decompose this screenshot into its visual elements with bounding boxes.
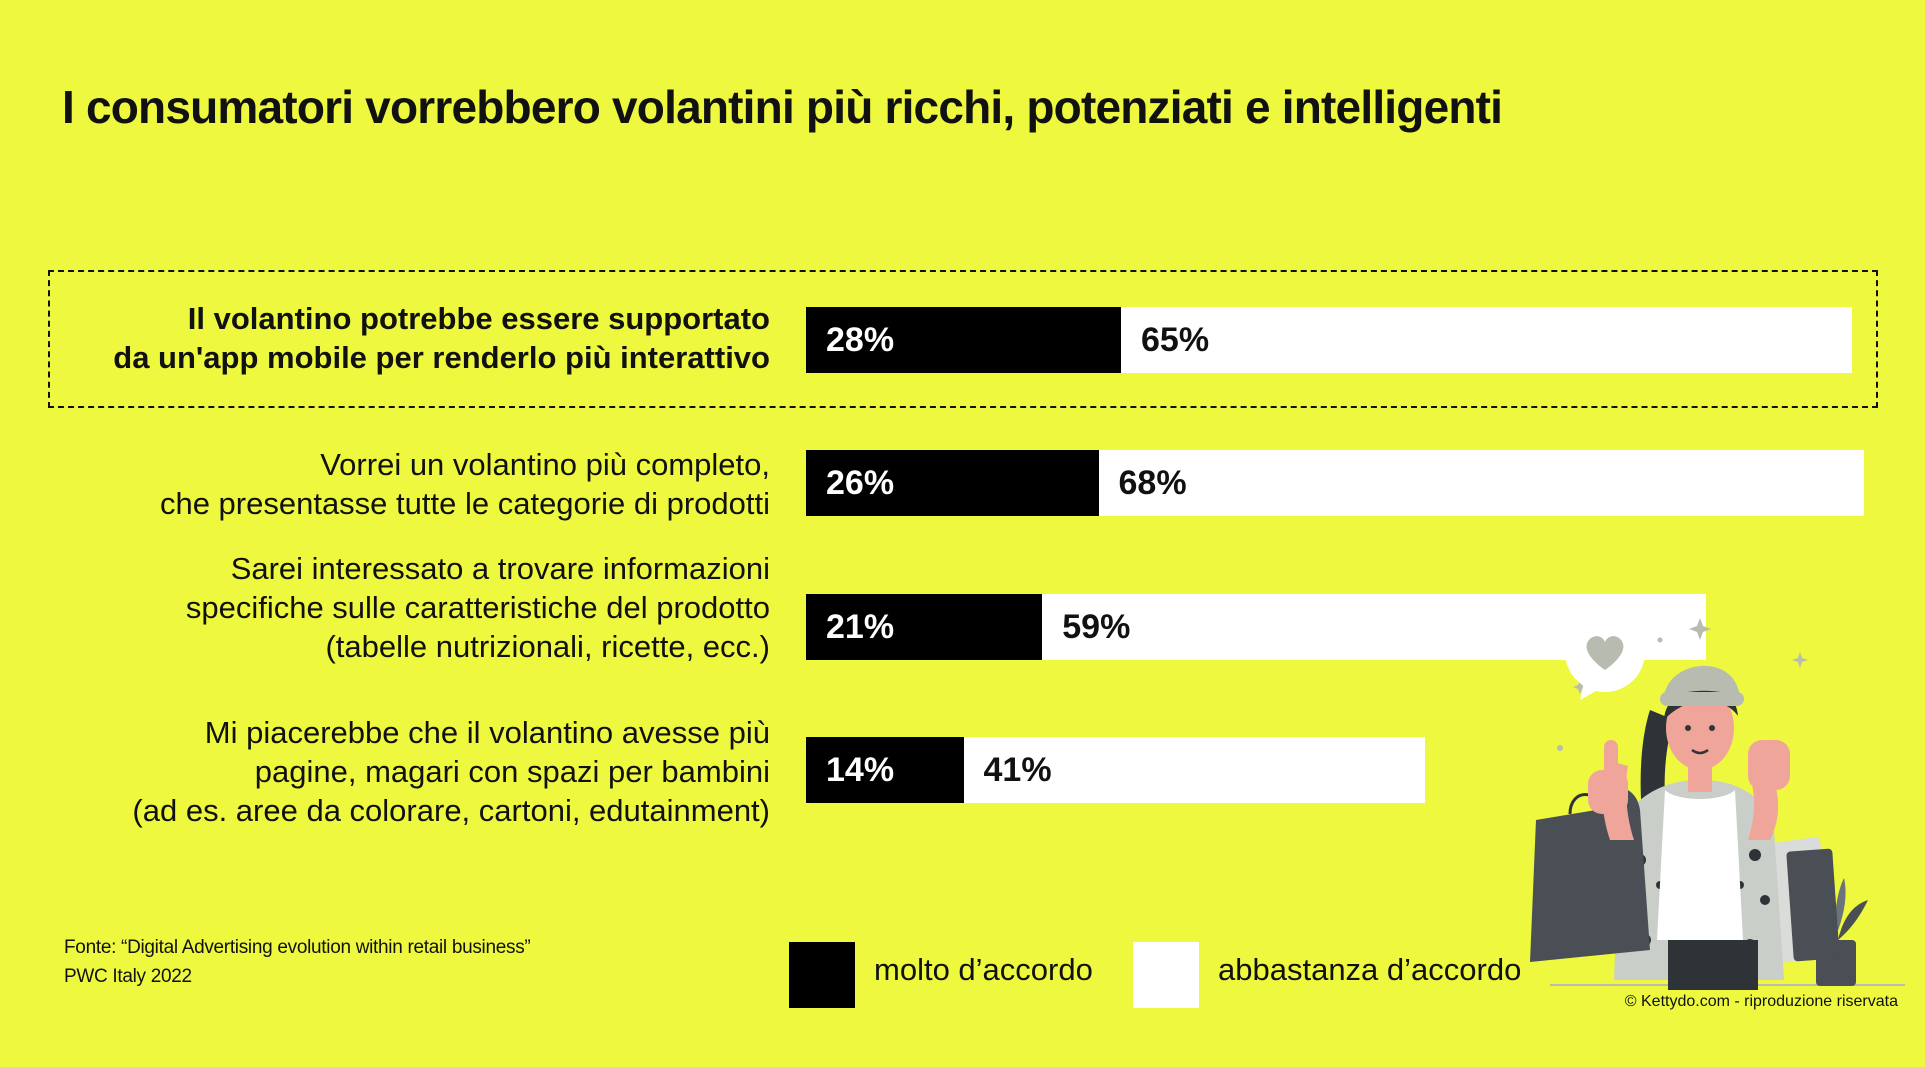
category-label-line: (tabelle nutrizionali, ricette, ecc.) (325, 628, 770, 664)
bar-abbastanza-daccordo: 41% (963, 737, 1425, 803)
data-label: 68% (1118, 463, 1187, 502)
data-label: 41% (983, 750, 1052, 789)
data-label: 65% (1141, 320, 1210, 359)
legend-item-abbastanza: abbastanza d’accordo (1133, 942, 1521, 1008)
category-label-line: Mi piacerebbe che il volantino avesse pi… (204, 714, 770, 750)
category-label-line: Sarei interessato a trovare informazioni (230, 550, 770, 586)
bar-abbastanza-daccordo: 65% (1121, 307, 1853, 373)
category-label-line: Vorrei un volantino più completo, (320, 447, 770, 482)
data-label: 26% (826, 463, 895, 502)
category-label-line: Il volantino potrebbe essere supportato (187, 301, 770, 336)
copyright: © Kettydo.com - riproduzione riservata (1624, 993, 1898, 1010)
woman-shopping-bags-thumbs-up-icon (1530, 612, 1905, 990)
category-label-line: specifiche sulle caratteristiche del pro… (185, 589, 770, 625)
source-line: Fonte: “Digital Advertising evolution wi… (64, 937, 531, 958)
category-label-line: da un'app mobile per renderlo più intera… (113, 340, 770, 375)
bar-molto-daccordo: 21% (806, 594, 1043, 660)
data-label: 14% (826, 750, 895, 789)
bar-molto-daccordo: 26% (806, 450, 1099, 516)
data-label: 21% (826, 607, 895, 646)
heart-icon (1565, 612, 1645, 700)
legend-swatch-light (1133, 942, 1199, 1008)
bar-molto-daccordo: 28% (806, 307, 1121, 373)
highlight-box (48, 270, 1878, 408)
category-label: Sarei interessato a trovare informazioni… (186, 549, 770, 666)
chart-title: I consumatori vorrebbero volantini più r… (62, 81, 1503, 133)
legend-label: abbastanza d’accordo (1218, 952, 1522, 987)
data-label: 59% (1062, 607, 1131, 646)
category-label-line: che presentasse tutte le categorie di pr… (159, 486, 770, 521)
legend-item-molto: molto d’accordo (789, 942, 1093, 1008)
legend-swatch-dark (789, 942, 855, 1008)
category-label: Mi piacerebbe che il volantino avesse pi… (132, 713, 770, 830)
category-label-line: pagine, magari con spazi per bambini (254, 753, 770, 789)
bar-molto-daccordo: 14% (806, 737, 964, 803)
data-label: 28% (826, 320, 895, 359)
category-label: Il volantino potrebbe essere supportato d… (113, 299, 770, 377)
source-line: PWC Italy 2022 (64, 966, 192, 987)
legend-label: molto d’accordo (874, 952, 1093, 987)
category-label: Vorrei un volantino più completo, che pre… (160, 445, 770, 523)
bar-abbastanza-daccordo: 68% (1098, 450, 1864, 516)
source-note: Fonte: “Digital Advertising evolution wi… (64, 933, 531, 991)
category-label-line: (ad es. aree da colorare, cartoni, eduta… (132, 792, 770, 828)
